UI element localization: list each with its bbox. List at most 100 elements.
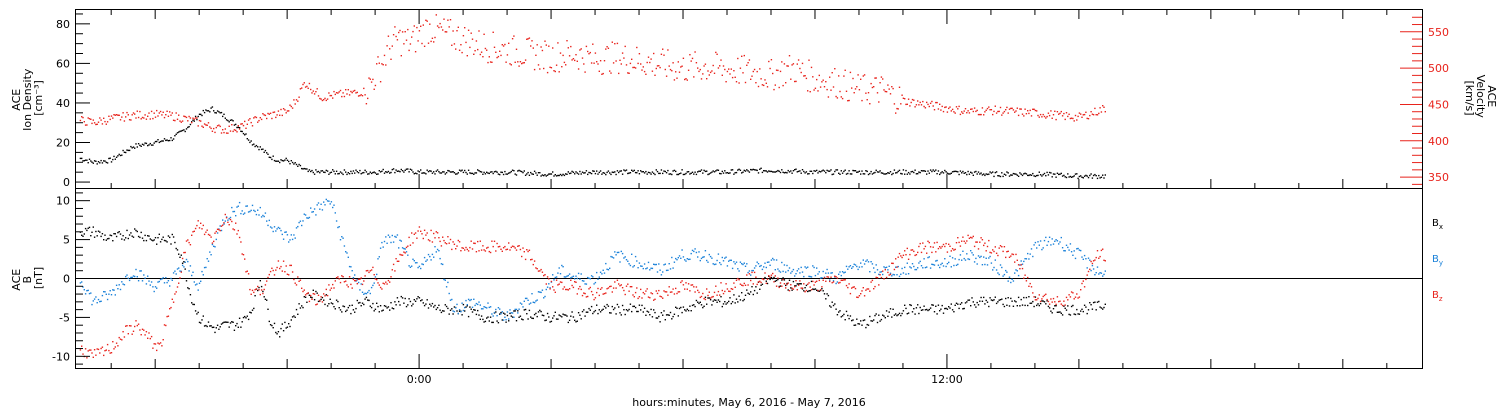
velocity-point: [748, 59, 751, 61]
velocity-point: [1020, 108, 1022, 110]
ion-density-point: [128, 149, 131, 152]
bz-point: [962, 236, 964, 238]
bx-point: [414, 300, 417, 302]
ion-density-point: [277, 160, 280, 162]
by-point: [971, 252, 973, 254]
ion-density-point: [255, 144, 258, 147]
ion-density-point: [374, 172, 377, 174]
velocity-point: [368, 77, 370, 79]
by-point: [835, 282, 837, 285]
velocity-point: [298, 96, 300, 98]
by-point: [417, 266, 419, 269]
bz-point: [632, 294, 634, 296]
ion-density-point: [84, 159, 87, 161]
bx-point: [291, 316, 294, 318]
ion-density-point: [93, 160, 96, 162]
bx-point: [509, 312, 511, 315]
bz-point: [628, 290, 630, 292]
velocity-point: [379, 81, 382, 83]
ion-density-point: [83, 160, 85, 162]
bz-point: [849, 292, 852, 295]
bz-point: [1050, 298, 1052, 300]
velocity-point: [311, 92, 313, 94]
ion-density-point: [172, 138, 175, 140]
velocity-point: [109, 118, 111, 121]
ion-density-point: [519, 170, 522, 172]
by-point: [462, 309, 465, 312]
bz-point: [487, 246, 489, 249]
by-point: [389, 236, 391, 238]
ion-density-point: [517, 170, 519, 172]
velocity-point: [676, 77, 678, 79]
bx-point: [250, 312, 252, 314]
bx-point: [1098, 300, 1100, 303]
ion-density-point: [478, 170, 480, 172]
bz-point: [1047, 300, 1050, 303]
ion-density-point: [697, 171, 699, 173]
by-point: [1056, 240, 1059, 242]
bz-point: [451, 248, 453, 251]
bx-point: [398, 300, 400, 303]
bz-point: [778, 286, 780, 289]
velocity-point: [733, 70, 735, 72]
bz-point: [765, 282, 767, 284]
ion-density-point: [743, 169, 745, 172]
bx-point: [510, 315, 512, 317]
by-point: [588, 277, 590, 279]
bz-point: [700, 295, 703, 298]
by-point: [202, 274, 204, 276]
velocity-point: [90, 118, 92, 120]
velocity-point: [121, 116, 123, 118]
ion-density-point: [871, 173, 874, 175]
bx-point: [471, 311, 474, 313]
bx-point: [417, 296, 419, 298]
velocity-point: [761, 84, 764, 86]
by-point: [898, 275, 901, 278]
bx-point: [647, 311, 650, 313]
ion-density-point: [862, 173, 864, 175]
bz-point: [654, 298, 656, 300]
velocity-point: [140, 118, 142, 120]
bz-point: [136, 324, 138, 327]
by-point: [492, 315, 494, 317]
bz-point: [445, 243, 448, 245]
bz-point: [737, 277, 739, 280]
by-point: [854, 264, 857, 266]
by-point: [818, 271, 820, 273]
bx-point: [113, 233, 115, 235]
velocity-point: [275, 116, 277, 119]
ion-density-point: [575, 171, 577, 173]
bx-point: [625, 309, 628, 311]
bx-point: [954, 304, 956, 306]
velocity-point: [84, 124, 87, 126]
bx-point: [1006, 304, 1008, 306]
by-point: [475, 302, 478, 305]
ion-density-point: [979, 173, 981, 175]
bz-point: [385, 281, 387, 283]
by-point: [1020, 260, 1022, 262]
velocity-point: [708, 74, 710, 76]
by-point: [568, 273, 571, 275]
ion-density-point: [675, 170, 677, 173]
velocity-point: [646, 61, 648, 64]
bz-point: [189, 244, 192, 246]
bx-point: [515, 320, 518, 322]
by-point: [884, 267, 886, 269]
bz-point: [924, 245, 927, 248]
by-point: [937, 264, 940, 266]
velocity-point: [658, 65, 660, 67]
bx-point: [127, 237, 129, 240]
bx-point: [395, 304, 397, 306]
ion-density-point: [726, 172, 729, 174]
bz-point: [777, 277, 779, 279]
bz-point: [1077, 297, 1079, 299]
bz-point: [409, 244, 412, 246]
velocity-point: [484, 47, 487, 50]
by-point: [774, 269, 776, 271]
by-point: [654, 263, 656, 266]
bz-point: [695, 286, 698, 288]
bz-point: [194, 227, 197, 230]
bz-point: [510, 246, 512, 249]
by-point: [396, 234, 399, 236]
ion-density-point: [593, 170, 595, 172]
